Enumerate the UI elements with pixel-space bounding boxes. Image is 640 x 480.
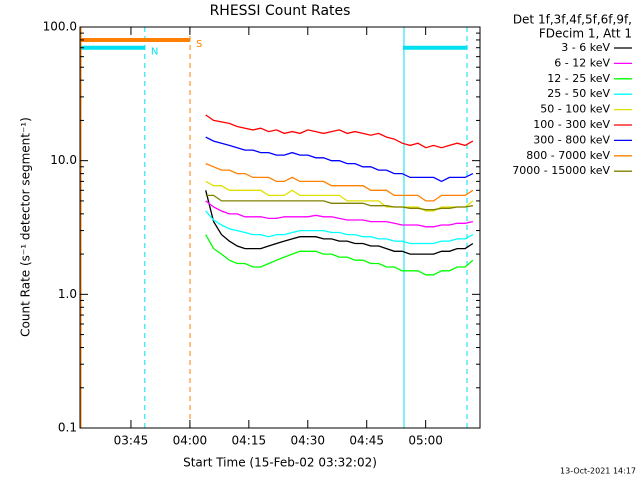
y-tick-label: 100.0 [43, 20, 77, 34]
series-line [205, 190, 474, 255]
legend-label: 6 - 12 keV [554, 56, 610, 69]
x-tick-label: 04:30 [290, 434, 325, 448]
series-line [205, 136, 474, 183]
series-line [205, 210, 474, 245]
x-tick-label: 04:00 [173, 434, 208, 448]
legend-title: Det 1f,3f,4f,5f,6f,9f, [513, 13, 632, 27]
y-axis-label: Count Rate (s⁻¹ detector segment⁻¹) [19, 117, 33, 337]
series-line [205, 180, 474, 212]
legend-title: FDecim 1, Att 1 [539, 27, 632, 41]
y-tick-label: 1.0 [58, 287, 77, 301]
interval-label: N [151, 47, 158, 58]
series-line [205, 162, 474, 202]
series-line [205, 194, 474, 211]
legend-label: 3 - 6 keV [561, 41, 610, 54]
series-line [205, 114, 474, 149]
legend-label: 100 - 300 keV [533, 118, 610, 131]
interval-label: S [196, 39, 202, 50]
y-tick-label: 10.0 [50, 153, 77, 167]
legend-label: 800 - 7000 keV [526, 149, 610, 162]
x-tick-label: 04:15 [232, 434, 267, 448]
y-tick-label: 0.1 [58, 421, 77, 435]
x-axis-label: Start Time (15-Feb-02 03:32:02) [183, 456, 377, 470]
series-line [205, 200, 474, 228]
series-line [205, 234, 474, 276]
footer: 13-Oct-2021 14:17 [560, 467, 636, 476]
plot-frame [79, 26, 481, 429]
legend-label: 300 - 800 keV [533, 133, 610, 146]
chart-title: RHESSI Count Rates [210, 3, 351, 19]
legend-label: 50 - 100 keV [540, 103, 610, 116]
x-tick-label: 05:00 [408, 434, 443, 448]
legend-label: 12 - 25 keV [547, 72, 610, 85]
x-tick-label: 04:45 [349, 434, 384, 448]
x-tick-label: 03:45 [114, 434, 149, 448]
legend-label: 25 - 50 keV [547, 87, 610, 100]
legend-label: 7000 - 15000 keV [512, 164, 610, 177]
